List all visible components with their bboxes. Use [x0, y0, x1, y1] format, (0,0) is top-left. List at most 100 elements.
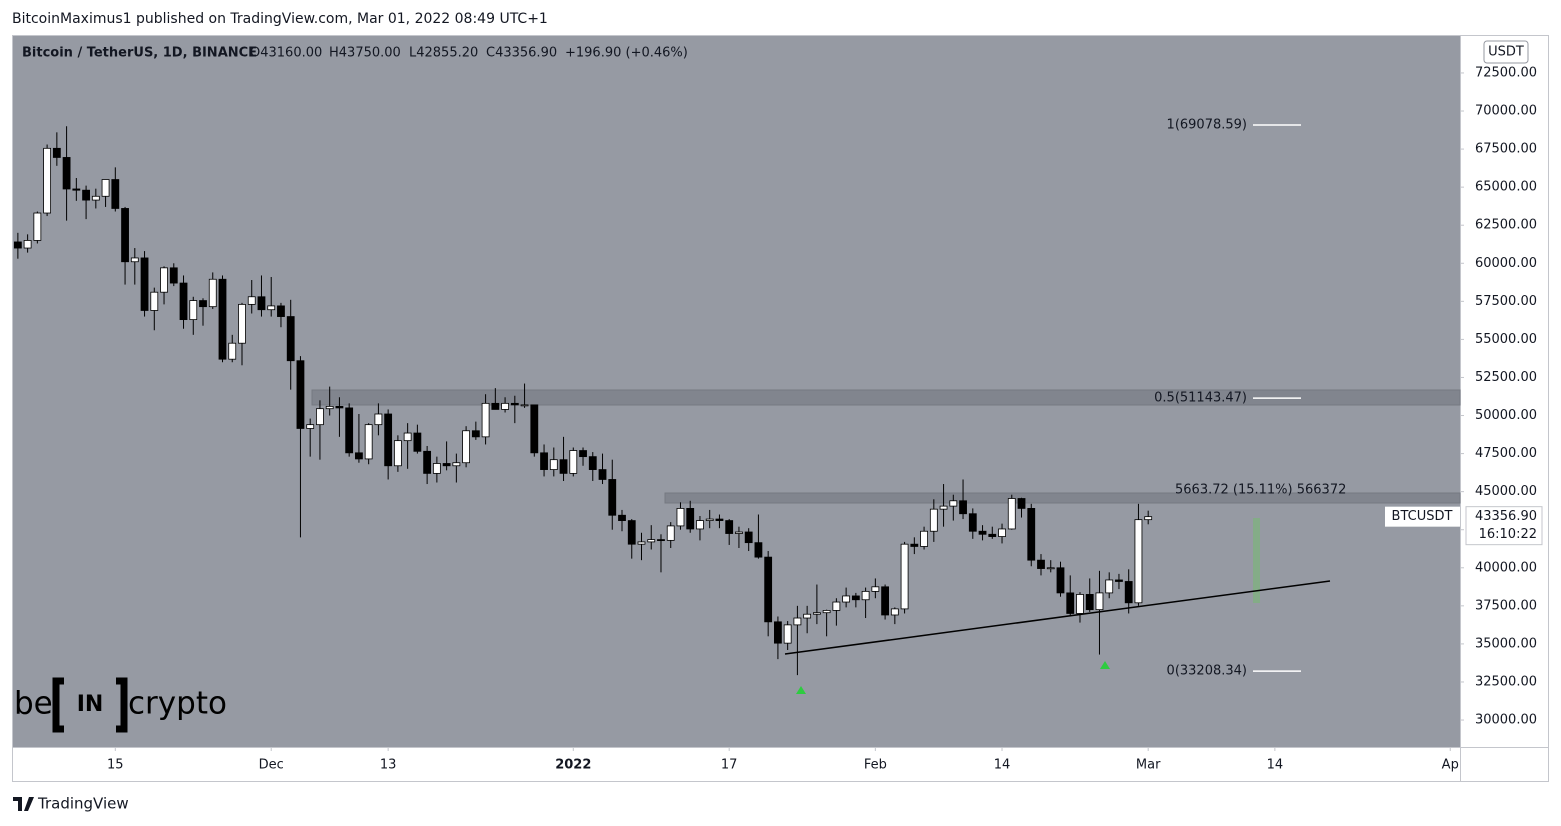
y-tick-label: 57500.00 [1475, 294, 1537, 309]
candle-body [101, 179, 110, 197]
candle-body [1105, 579, 1114, 594]
candle-body [501, 402, 509, 410]
last-price-box [1465, 506, 1543, 546]
candle-body [851, 595, 860, 601]
candle-body [910, 543, 919, 547]
candle-body [978, 530, 987, 535]
legend: Bitcoin / TetherUS, 1D, BINANCE O43160.0… [22, 46, 688, 61]
candle-body [559, 459, 568, 474]
x-tick-label: 2022 [555, 758, 591, 773]
marker-triangle [1100, 661, 1110, 669]
candle-body [549, 459, 558, 470]
candle-body [1066, 592, 1075, 614]
candle-body [803, 613, 812, 619]
candle-body [1085, 594, 1094, 611]
x-tick-label: 14 [994, 758, 1011, 773]
y-tick-label: 65000.00 [1475, 180, 1537, 195]
candle-body [121, 208, 129, 263]
candle-body [1017, 498, 1026, 509]
candle-body [998, 528, 1006, 537]
legend-high: H43750.00 [329, 46, 401, 61]
candle-body [169, 267, 178, 284]
candle-body [208, 278, 217, 308]
measure-label: 5663.72 (15.11%) 566372 [1175, 483, 1346, 498]
candle-body [355, 452, 363, 460]
candle-body [374, 413, 383, 426]
candle-body [812, 612, 821, 615]
footer-logo [13, 797, 34, 811]
candle-body [510, 402, 519, 406]
candle-body [62, 157, 71, 190]
candle-body [52, 147, 61, 158]
candle-body [627, 520, 636, 545]
candle-body [267, 305, 276, 311]
candle-body [111, 179, 120, 209]
legend-low: L42855.20 [409, 46, 478, 61]
candle-body [452, 462, 461, 467]
candle-body [238, 303, 246, 344]
candle-body [91, 195, 100, 201]
published-line: BitcoinMaximus1 published on TradingView… [12, 11, 548, 27]
candle-body [1007, 498, 1016, 530]
candle-body [764, 556, 773, 623]
candle-body [413, 432, 422, 452]
candle-body [569, 450, 578, 474]
candle-body [1144, 516, 1153, 521]
footer-brand: TradingView [37, 795, 129, 813]
candle-body [959, 500, 967, 515]
candle-body [364, 424, 373, 460]
x-tick-label: Mar [1136, 758, 1161, 773]
candle-body [686, 508, 695, 530]
y-tick-label: 37500.00 [1475, 598, 1537, 613]
currency-box [1483, 40, 1529, 64]
y-tick-label: 72500.00 [1475, 65, 1537, 80]
projection-bar [1253, 518, 1260, 603]
logo-text: be [14, 686, 53, 722]
candle-body [1056, 567, 1065, 594]
candle-body [696, 520, 704, 530]
x-tick-label: Ap [1442, 758, 1459, 773]
candle-body [783, 624, 792, 644]
candle-body [403, 432, 412, 442]
candle-body [33, 212, 42, 241]
candle-body [199, 300, 207, 308]
candle-body [608, 479, 617, 516]
candle-body [715, 518, 724, 521]
fib-level-label: 0(33208.34) [1167, 664, 1247, 679]
y-tick-label: 47500.00 [1475, 446, 1537, 461]
x-tick-label: Dec [259, 758, 284, 773]
candle-body [735, 531, 743, 534]
x-tick-label: Feb [864, 758, 887, 773]
logo-bracket [52, 677, 128, 733]
y-tick-label: 32500.00 [1475, 674, 1537, 689]
candle-body [520, 404, 529, 407]
candle-body [939, 505, 948, 510]
y-tick-label: 40000.00 [1475, 560, 1537, 575]
candle-body [754, 542, 763, 558]
candle-body [881, 586, 889, 616]
candle-body [968, 513, 977, 532]
candle-body [861, 590, 870, 601]
candle-body [218, 278, 227, 360]
marker-triangle [796, 686, 806, 694]
symbol-tag-box [1385, 506, 1460, 527]
candle-body [335, 405, 344, 409]
y-tick-label: 45000.00 [1475, 484, 1537, 499]
candle-body [189, 300, 198, 321]
last-price-label: 43356.90 [1475, 509, 1537, 524]
candle-body [676, 508, 685, 527]
countdown: 16:10:22 [1479, 527, 1537, 542]
candle-body [423, 450, 432, 474]
candle-body [920, 530, 928, 547]
candle-body [345, 407, 354, 454]
legend-change: +196.90 (+0.46%) [565, 46, 688, 61]
candle-body [1134, 519, 1143, 604]
candle-body [842, 595, 851, 603]
candle-body [871, 586, 880, 592]
fib-level-label: 1(69078.59) [1167, 118, 1247, 133]
candle-body [306, 424, 315, 429]
candle-body [432, 463, 441, 474]
candle-body [579, 450, 587, 458]
y-tick-label: 60000.00 [1475, 256, 1537, 271]
watermark: be IN crypto [14, 677, 227, 733]
